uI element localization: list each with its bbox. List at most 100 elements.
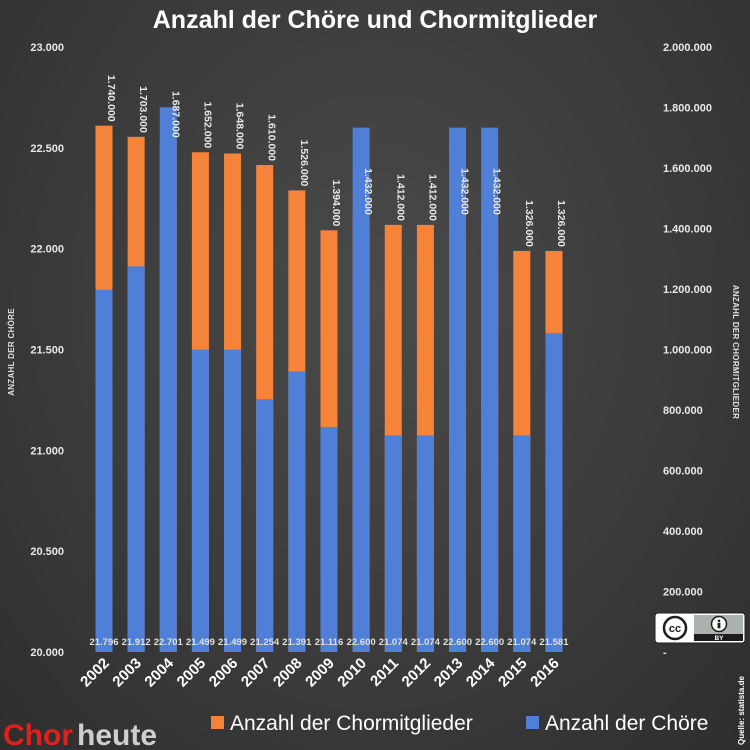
- value-label-chormitglieder: 1.412.000: [426, 174, 438, 221]
- value-label-choere: 21.912: [122, 637, 151, 648]
- x-axis: 2002200320042005200620072008200920102011…: [77, 654, 563, 690]
- bar-choere-2009: [320, 426, 338, 652]
- svg-text:cc: cc: [669, 623, 681, 635]
- year-label: 2014: [463, 654, 499, 690]
- value-label-chormitglieder: 1.432.000: [362, 168, 374, 215]
- value-label-choere: 21.254: [250, 637, 280, 648]
- right-tick-label: 200.000: [663, 587, 703, 599]
- value-label-choere: 22.600: [443, 637, 472, 648]
- right-tick-label: 400.000: [663, 526, 703, 538]
- right-tick-label: 1.200.000: [663, 284, 712, 296]
- chart-title: Anzahl der Chöre und Chormitglieder: [153, 6, 598, 34]
- value-label-chormitglieder: 1.652.000: [201, 102, 213, 149]
- year-label: 2004: [141, 654, 177, 690]
- year-label: 2011: [367, 655, 402, 690]
- value-label-chormitglieder: 1.326.000: [555, 200, 567, 247]
- right-tick-label: 600.000: [663, 466, 703, 478]
- year-label: 2007: [238, 655, 274, 691]
- left-tick-label: 23.000: [30, 42, 64, 54]
- bar-choere-2005: [191, 349, 209, 652]
- value-label-choere: 21.499: [186, 637, 215, 648]
- value-label-chormitglieder: 1.703.000: [137, 86, 149, 133]
- bar-choere-2002: [95, 289, 113, 652]
- cc-by-badge[interactable]: cc BY: [654, 612, 746, 644]
- value-label-chormitglieder: 1.432.000: [491, 168, 503, 215]
- year-label: 2002: [77, 655, 113, 691]
- value-label-chormitglieder: 1.326.000: [523, 200, 535, 247]
- value-label-chormitglieder: 1.394.000: [330, 180, 342, 227]
- value-label-choere: 22.600: [475, 637, 504, 648]
- legend-label-chormitglieder: Anzahl der Chormitglieder: [230, 712, 473, 735]
- value-label-choere: 21.391: [282, 637, 312, 648]
- left-axis: 20.000 20.500 21.000 21.500 22.000 22.500 23.0…: [30, 42, 64, 659]
- left-tick-label: 21.500: [30, 345, 64, 357]
- value-label-chormitglieder: 1.740.000: [105, 75, 117, 122]
- year-label: 2013: [431, 655, 467, 691]
- bars: 1.740.000 21.796 1.703.000 21.912 1.687.000 2…: [89, 75, 569, 653]
- year-label: 2010: [334, 655, 370, 691]
- value-label-choere: 22.701: [154, 637, 184, 648]
- bar-choere-2004: [159, 107, 177, 652]
- value-label-choere: 21.116: [315, 637, 344, 648]
- right-axis: - 200.000 400.000 600.000 800.000 1.000.000 1.…: [663, 42, 712, 659]
- bar-choere-2012: [416, 435, 434, 652]
- legend-swatch-chormitglieder: [211, 716, 224, 729]
- value-label-choere: 22.600: [347, 637, 376, 648]
- value-label-choere: 21.499: [218, 637, 247, 648]
- bar-choere-2015: [513, 435, 531, 652]
- value-label-choere: 21.074: [379, 637, 409, 648]
- left-tick-label: 22.000: [30, 244, 64, 256]
- left-tick-label: 20.500: [30, 546, 64, 558]
- right-tick-label: -: [663, 647, 667, 659]
- value-label-choere: 21.074: [507, 637, 537, 648]
- year-label: 2008: [270, 655, 306, 691]
- left-axis-title: ANZAHL DER CHÖRE: [7, 308, 16, 396]
- bar-choere-2016: [545, 333, 563, 652]
- logo-part-heute: heute: [77, 719, 157, 750]
- year-label: 2009: [302, 655, 338, 691]
- year-label: 2005: [174, 655, 210, 691]
- value-label-chormitglieder: 1.432.000: [459, 168, 471, 215]
- cc-by-text: BY: [714, 635, 724, 642]
- year-label: 2003: [109, 655, 145, 691]
- chorheute-logo: Chor heute: [3, 719, 157, 750]
- bar-choere-2013: [449, 127, 467, 652]
- bar-choere-2003: [127, 266, 145, 652]
- legend-label-choere: Anzahl der Chöre: [545, 712, 708, 735]
- value-label-chormitglieder: 1.526.000: [298, 140, 310, 187]
- value-label-choere: 21.074: [411, 637, 441, 648]
- right-tick-label: 800.000: [663, 405, 703, 417]
- year-label: 2006: [206, 655, 242, 691]
- right-tick-label: 2.000.000: [663, 42, 712, 54]
- source-text: Quelle: statista.de: [737, 676, 746, 745]
- bar-choere-2008: [288, 371, 306, 652]
- value-label-chormitglieder: 1.610.000: [266, 114, 278, 161]
- legend-swatch-choere: [526, 716, 539, 729]
- left-tick-label: 20.000: [30, 647, 64, 659]
- value-label-chormitglieder: 1.687.000: [169, 91, 181, 138]
- year-label: 2012: [399, 655, 435, 691]
- value-label-chormitglieder: 1.648.000: [234, 103, 246, 150]
- cc-icon: cc: [662, 615, 688, 641]
- value-label-choere: 21.581: [539, 637, 569, 648]
- bar-choere-2006: [224, 349, 242, 652]
- right-tick-label: 1.400.000: [663, 224, 712, 236]
- bar-choere-2010: [352, 127, 370, 652]
- value-label-choere: 21.796: [89, 637, 118, 648]
- right-tick-label: 1.000.000: [663, 345, 712, 357]
- attribution-icon: [710, 615, 728, 633]
- year-label: 2016: [527, 655, 563, 691]
- bar-choere-2011: [384, 435, 402, 652]
- left-tick-label: 22.500: [30, 143, 64, 155]
- right-tick-label: 1.800.000: [663, 103, 712, 115]
- right-axis-title: ANZAHL DER CHORMITGLIEDER: [731, 285, 740, 419]
- bar-choere-2007: [256, 399, 274, 652]
- bar-choere-2014: [481, 127, 499, 652]
- logo-part-chor: Chor: [3, 719, 73, 750]
- value-label-chormitglieder: 1.412.000: [394, 174, 406, 221]
- year-label: 2015: [495, 655, 531, 691]
- left-tick-label: 21.000: [30, 445, 64, 457]
- right-tick-label: 1.600.000: [663, 163, 712, 175]
- legend: Anzahl der Chormitglieder Anzahl der Chö…: [211, 712, 708, 735]
